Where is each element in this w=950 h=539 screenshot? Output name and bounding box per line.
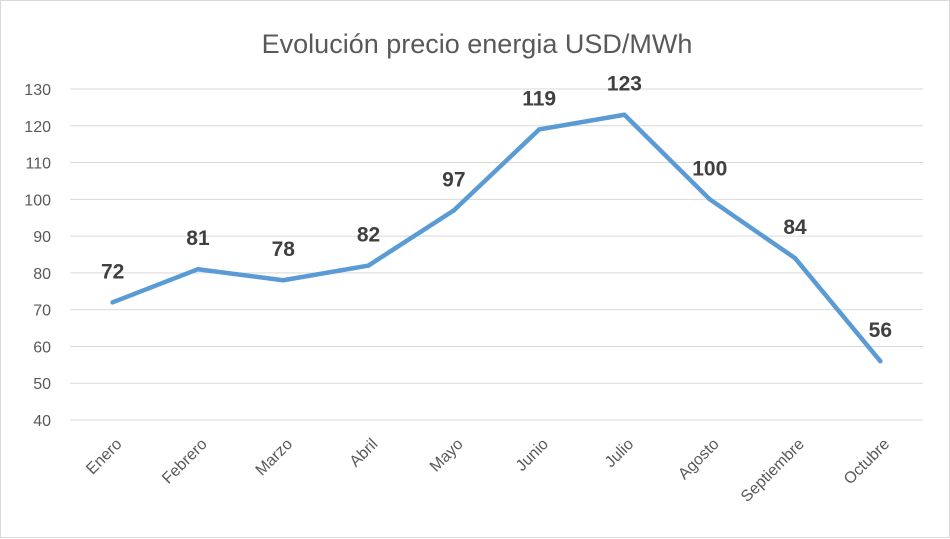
data-label: 56 bbox=[869, 319, 892, 342]
y-tick-label: 50 bbox=[33, 376, 51, 393]
data-label: 81 bbox=[186, 227, 210, 250]
y-tick-label: 60 bbox=[33, 339, 51, 356]
x-tick-label: Septiembre bbox=[738, 436, 808, 506]
data-label: 119 bbox=[522, 87, 556, 110]
data-point bbox=[792, 255, 798, 261]
data-point bbox=[366, 263, 371, 268]
y-tick-label: 130 bbox=[24, 82, 51, 99]
y-tick-label: 40 bbox=[33, 413, 51, 430]
x-tick-label: Junio bbox=[513, 436, 552, 475]
y-tick-label: 80 bbox=[33, 266, 51, 283]
series-line bbox=[110, 112, 883, 364]
x-axis-ticks: Enero Febrero Marzo Abril Mayo Junio Julio Agos… bbox=[83, 436, 893, 506]
data-label: 84 bbox=[783, 216, 807, 239]
data-label: 82 bbox=[357, 224, 380, 247]
x-tick-label: Febrero bbox=[159, 436, 211, 488]
data-point bbox=[707, 197, 712, 202]
data-point bbox=[451, 208, 457, 213]
data-label: 100 bbox=[692, 157, 727, 180]
y-tick-label: 90 bbox=[33, 229, 51, 246]
data-point bbox=[622, 112, 627, 117]
x-tick-label: Agosto bbox=[675, 436, 722, 483]
series bbox=[110, 112, 883, 364]
data-labels: 72 81 78 82 97 119 123 100 84 56 bbox=[101, 73, 892, 342]
y-axis-ticks: 40 50 60 70 80 90 100 110 120 130 bbox=[24, 82, 51, 430]
x-tick-label: Enero bbox=[83, 436, 125, 478]
x-tick-label: Abril bbox=[347, 436, 382, 471]
x-tick-label: Octubre bbox=[841, 436, 893, 488]
data-label: 123 bbox=[607, 73, 642, 96]
data-point bbox=[195, 267, 201, 272]
data-point bbox=[878, 358, 883, 364]
data-label: 72 bbox=[101, 260, 124, 283]
x-tick-label: Mayo bbox=[427, 436, 467, 476]
x-tick-label: Julio bbox=[602, 436, 637, 471]
data-label: 97 bbox=[442, 168, 465, 191]
data-point bbox=[536, 127, 542, 132]
y-tick-label: 70 bbox=[33, 303, 51, 320]
data-point bbox=[110, 300, 115, 305]
x-tick-label: Marzo bbox=[253, 436, 297, 480]
data-label: 78 bbox=[272, 238, 296, 261]
chart-title: Evolución precio energia USD/MWh bbox=[262, 29, 693, 59]
y-tick-label: 110 bbox=[25, 156, 51, 173]
y-tick-label: 120 bbox=[24, 119, 51, 136]
y-tick-label: 100 bbox=[24, 192, 51, 209]
data-point bbox=[281, 278, 286, 283]
gridlines bbox=[70, 88, 923, 421]
